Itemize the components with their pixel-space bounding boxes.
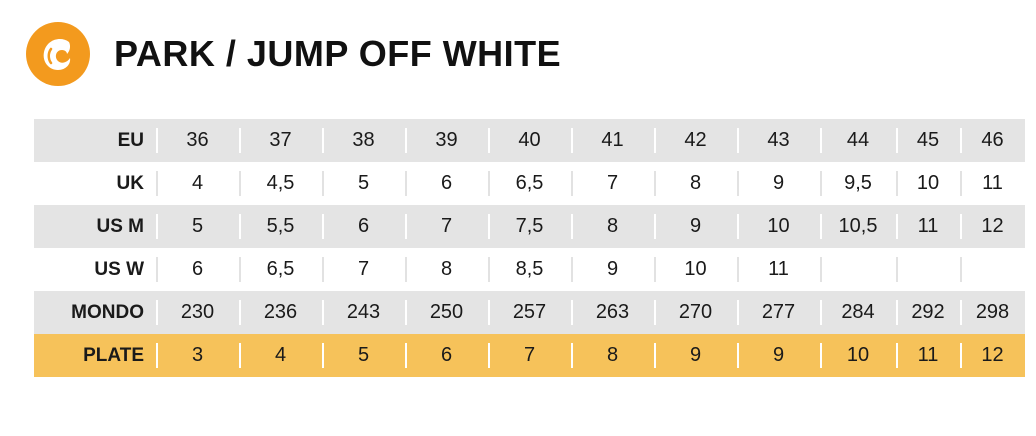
size-cell: 257 — [488, 291, 571, 334]
row-label: PLATE — [34, 334, 156, 377]
size-cell — [960, 248, 1025, 291]
size-cell: 8 — [571, 334, 654, 377]
size-cell: 11 — [896, 334, 960, 377]
size-chart-table: EU 36 37 38 39 40 41 42 43 44 45 46 UK 4 4,5 5 6 6,5 7 8 9 9,… — [34, 119, 1025, 377]
size-cell: 6 — [156, 248, 239, 291]
size-cell: 3 — [156, 334, 239, 377]
table-row: UK 4 4,5 5 6 6,5 7 8 9 9,5 10 11 — [34, 162, 1025, 205]
size-cell: 277 — [737, 291, 820, 334]
row-label: EU — [34, 119, 156, 162]
size-cell — [896, 248, 960, 291]
size-cell: 11 — [737, 248, 820, 291]
size-cell: 9 — [737, 162, 820, 205]
row-label: US W — [34, 248, 156, 291]
size-cell: 9,5 — [820, 162, 896, 205]
size-cell: 11 — [960, 162, 1025, 205]
size-cell: 46 — [960, 119, 1025, 162]
size-cell: 4,5 — [239, 162, 322, 205]
row-label: US M — [34, 205, 156, 248]
size-cell: 42 — [654, 119, 737, 162]
table-row: US M 5 5,5 6 7 7,5 8 9 10 10,5 11 12 — [34, 205, 1025, 248]
page-title: PARK / JUMP OFF WHITE — [114, 33, 562, 74]
table-row: US W 6 6,5 7 8 8,5 9 10 11 — [34, 248, 1025, 291]
size-cell: 7 — [488, 334, 571, 377]
size-cell: 4 — [239, 334, 322, 377]
size-cell: 10 — [896, 162, 960, 205]
size-cell: 9 — [571, 248, 654, 291]
size-cell: 7,5 — [488, 205, 571, 248]
size-cell: 5 — [322, 334, 405, 377]
size-cell: 250 — [405, 291, 488, 334]
wave-icon — [43, 39, 71, 70]
size-cell: 270 — [654, 291, 737, 334]
table-row: MONDO 230 236 243 250 257 263 270 277 284 292 298 — [34, 291, 1025, 334]
size-cell: 263 — [571, 291, 654, 334]
size-cell: 10 — [737, 205, 820, 248]
size-cell: 10 — [820, 334, 896, 377]
size-cell — [820, 248, 896, 291]
size-cell: 10 — [654, 248, 737, 291]
size-cell: 8 — [405, 248, 488, 291]
row-label: UK — [34, 162, 156, 205]
size-cell: 10,5 — [820, 205, 896, 248]
size-cell: 11 — [896, 205, 960, 248]
size-cell: 284 — [820, 291, 896, 334]
size-cell: 44 — [820, 119, 896, 162]
size-cell: 236 — [239, 291, 322, 334]
size-cell: 41 — [571, 119, 654, 162]
size-cell: 39 — [405, 119, 488, 162]
size-cell: 7 — [322, 248, 405, 291]
size-cell: 12 — [960, 334, 1025, 377]
table-row: EU 36 37 38 39 40 41 42 43 44 45 46 — [34, 119, 1025, 162]
size-cell: 38 — [322, 119, 405, 162]
size-cell: 243 — [322, 291, 405, 334]
size-cell: 5 — [322, 162, 405, 205]
size-cell: 5,5 — [239, 205, 322, 248]
size-cell: 40 — [488, 119, 571, 162]
size-cell: 5 — [156, 205, 239, 248]
size-cell: 4 — [156, 162, 239, 205]
size-cell: 6 — [405, 334, 488, 377]
header: PARK / JUMP OFF WHITE — [26, 22, 561, 86]
size-cell: 36 — [156, 119, 239, 162]
size-cell: 37 — [239, 119, 322, 162]
size-cell: 12 — [960, 205, 1025, 248]
size-cell: 8 — [571, 205, 654, 248]
size-cell: 6 — [322, 205, 405, 248]
size-cell: 6 — [405, 162, 488, 205]
size-cell: 8,5 — [488, 248, 571, 291]
size-cell: 43 — [737, 119, 820, 162]
size-cell: 230 — [156, 291, 239, 334]
brand-logo-icon — [26, 22, 90, 86]
size-cell: 9 — [654, 334, 737, 377]
size-cell: 292 — [896, 291, 960, 334]
size-cell: 45 — [896, 119, 960, 162]
size-cell: 8 — [654, 162, 737, 205]
size-cell: 6,5 — [239, 248, 322, 291]
table-row: PLATE 3 4 5 6 7 8 9 9 10 11 12 — [34, 334, 1025, 377]
size-cell: 6,5 — [488, 162, 571, 205]
size-cell: 7 — [571, 162, 654, 205]
row-label: MONDO — [34, 291, 156, 334]
size-cell: 9 — [737, 334, 820, 377]
size-cell: 298 — [960, 291, 1025, 334]
size-cell: 9 — [654, 205, 737, 248]
size-cell: 7 — [405, 205, 488, 248]
